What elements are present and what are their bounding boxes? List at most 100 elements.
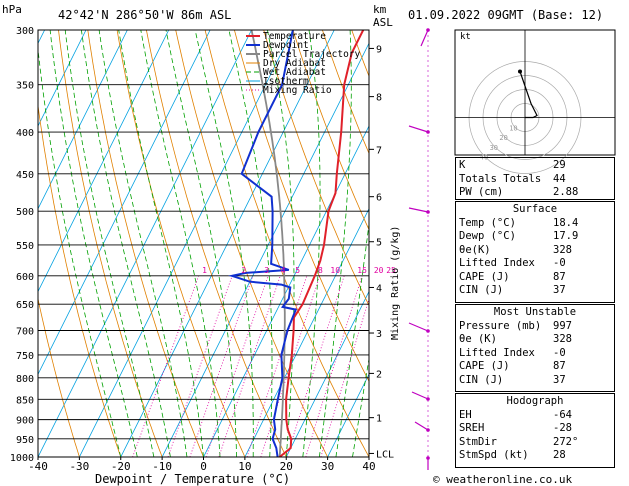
- mixing-ratio-line: [286, 275, 345, 457]
- hodograph-ring-label: 10: [509, 124, 517, 132]
- wet-adiabat-line: [81, 30, 171, 457]
- dry-adiabat-line: [292, 30, 369, 231]
- isotherm-line: [285, 290, 369, 457]
- wind-barb: [408, 322, 429, 332]
- km-tick-label: 8: [376, 93, 382, 104]
- x-tick-label: 20: [280, 460, 293, 473]
- legend-label: Dry Adiabat: [263, 58, 326, 69]
- mixing-ratio-label: 5: [295, 266, 300, 275]
- mixing-ratio-label: 25: [386, 266, 396, 275]
- mixing-ratio-label: 1: [202, 266, 207, 275]
- wind-barb: [408, 125, 429, 133]
- x-tick-label: -20: [111, 460, 131, 473]
- pressure-tick-label: 800: [16, 374, 34, 385]
- isotherm-line: [161, 42, 369, 457]
- hpa-unit: hPa: [2, 3, 22, 16]
- km-tick-label: 3: [376, 329, 382, 340]
- dry-adiabat-line: [616, 30, 629, 457]
- pressure-tick-label: 350: [16, 81, 34, 92]
- copyright: © weatheronline.co.uk: [433, 473, 572, 486]
- wind-barb-column: [408, 28, 430, 470]
- wet-adiabat-line: [194, 30, 254, 457]
- pressure-tick-label: 1000: [10, 453, 34, 464]
- wet-adiabat-line: [352, 356, 369, 457]
- km-tick-label: LCL: [376, 449, 394, 460]
- location-title: 42°42'N 286°50'W 86m ASL: [58, 8, 231, 22]
- x-tick-label: -40: [28, 460, 48, 473]
- datetime-title: 01.09.2022 09GMT (Base: 12): [408, 8, 603, 22]
- legend-label: Parcel Trajectory: [263, 49, 361, 60]
- x-axis-label: Dewpoint / Temperature (°C): [95, 472, 290, 486]
- surface-title: Surface: [512, 203, 558, 215]
- km-tick-label: 1: [376, 414, 382, 425]
- mixing-ratio-label: 15: [357, 266, 367, 275]
- wind-barb-dot: [426, 210, 430, 214]
- most-unstable-table: Most Unstable Pressure (mb) 997 θe (K) 328…: [455, 304, 615, 392]
- legend-label: Isotherm: [263, 76, 309, 87]
- pressure-tick-label: 500: [16, 207, 34, 218]
- wet-adiabat-line: [38, 46, 122, 457]
- x-tick-label: 10: [238, 460, 251, 473]
- indices-row: Totals Totals 44: [459, 172, 566, 185]
- x-tick-label: -30: [69, 460, 89, 473]
- legend-label: Wet Adiabat: [263, 67, 326, 78]
- wind-barb-dot: [426, 456, 430, 460]
- isotherm-line: [79, 30, 294, 457]
- wind-barb: [420, 29, 429, 47]
- wind-barb: [414, 421, 429, 431]
- pressure-tick-label: 700: [16, 327, 34, 338]
- pressure-tick-label: 850: [16, 395, 34, 406]
- pressure-tick-label: 400: [16, 128, 34, 139]
- temperature-line: [278, 30, 365, 457]
- mixing-ratio-label: 2: [241, 266, 246, 275]
- dewpoint-line: [228, 30, 298, 457]
- pressure-tick-label: 750: [16, 351, 34, 362]
- hodograph-title: Hodograph: [506, 395, 564, 407]
- pressure-tick-label: 650: [16, 300, 34, 311]
- x-tick-label: 30: [321, 460, 334, 473]
- km-tick-label: 2: [376, 369, 382, 380]
- km-tick-label: 7: [376, 145, 382, 156]
- x-tick-label: -10: [152, 460, 172, 473]
- dry-adiabat-line: [116, 30, 246, 457]
- wet-adiabat-line: [49, 30, 138, 457]
- hodograph-ring-label: 20: [499, 134, 507, 142]
- pressure-tick-label: 900: [16, 416, 34, 427]
- isotherm-line: [203, 125, 369, 457]
- mixing-ratio-label: 4: [281, 266, 286, 275]
- mixing-ratio-label: 10: [330, 266, 340, 275]
- wind-barb-dot: [426, 397, 430, 401]
- mixing-ratio-line: [320, 297, 369, 457]
- km-tick-label: 6: [376, 193, 382, 204]
- mixing-ratio-line: [246, 275, 308, 457]
- isotherm-line: [38, 30, 87, 127]
- y-axis-label-right: Mixing Ratio (g/kg): [390, 226, 401, 340]
- isotherm-line: [38, 30, 252, 457]
- hodo-unit: kt: [460, 32, 471, 42]
- legend-label: Temperature: [263, 31, 326, 42]
- asl-unit: ASL: [373, 16, 393, 29]
- km-tick-label: 5: [376, 238, 382, 249]
- pressure-tick-label: 300: [16, 26, 34, 37]
- wind-barb: [411, 391, 429, 400]
- km-unit: km: [373, 3, 387, 16]
- pressure-tick-label: 450: [16, 170, 34, 181]
- hodograph-table: Hodograph EH -64 SREH -28 StmDir 272° StmSp…: [455, 393, 615, 468]
- mixing-ratio-line: [305, 275, 363, 457]
- hodograph-point: [518, 69, 522, 74]
- indices-row: K 29: [459, 159, 566, 171]
- mixing-ratio-label: 3: [264, 266, 269, 275]
- legend-label: Dewpoint: [263, 40, 309, 51]
- isotherm-line: [327, 373, 369, 457]
- x-tick-label: 0: [200, 460, 207, 473]
- pressure-tick-label: 600: [16, 272, 34, 283]
- pressure-tick-label: 550: [16, 241, 34, 252]
- isotherm-line: [0, 30, 3, 457]
- indices-table: K 29 Totals Totals 44 PW (cm) 2.88: [455, 157, 615, 200]
- wind-barb: [408, 207, 429, 213]
- dry-adiabat-line: [322, 30, 369, 155]
- dry-adiabat-line: [38, 102, 122, 457]
- pressure-tick-label: 950: [16, 435, 34, 446]
